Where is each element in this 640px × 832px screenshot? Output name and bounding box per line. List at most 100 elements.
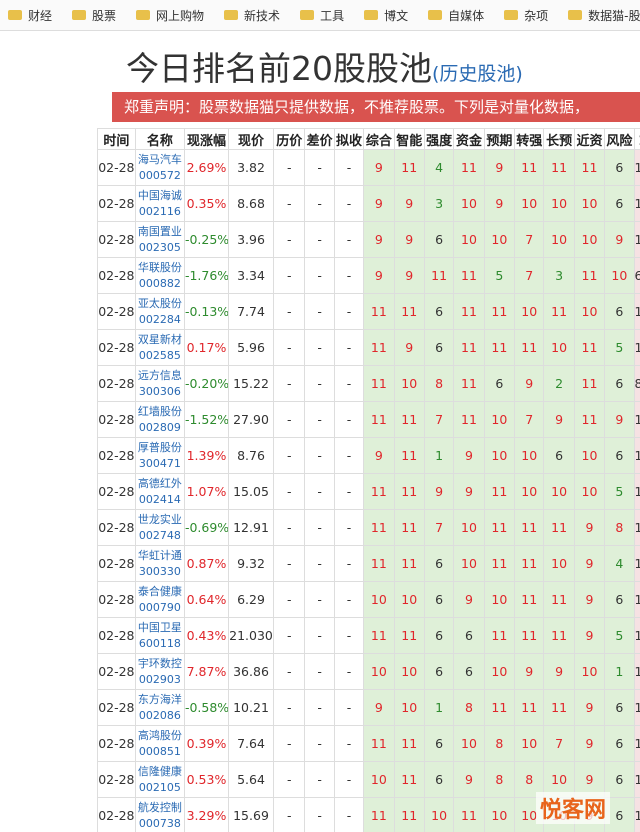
bookmark-label[interactable]: 网上购物 — [156, 8, 205, 23]
score-cell: 5 — [604, 617, 635, 654]
bookmark-label[interactable]: 财经 — [28, 8, 53, 23]
score-cell: 11 — [393, 617, 425, 654]
stock-name[interactable]: 航发控制 — [137, 800, 182, 814]
change-cell: 0.53% — [183, 761, 229, 798]
stock-name[interactable]: 中国卫星 — [137, 620, 182, 634]
bookmark[interactable]: 股票 — [72, 7, 116, 24]
stock-code[interactable]: 000738 — [138, 816, 181, 830]
stock-name[interactable]: 东方海洋 — [137, 692, 182, 706]
value-cell: - — [304, 761, 335, 798]
score-cell: 6 — [604, 185, 635, 222]
bookmark[interactable]: 自媒体 — [428, 7, 484, 24]
value-cell: - — [304, 797, 335, 832]
stock-name[interactable]: 世龙实业 — [137, 512, 182, 526]
bookmark-label[interactable]: 杂项 — [524, 8, 549, 23]
stock-code[interactable]: 002809 — [138, 420, 181, 434]
stock-code[interactable]: 002748 — [138, 528, 181, 542]
stock-code[interactable]: 002284 — [138, 312, 181, 326]
stock-name[interactable]: 厚普股份 — [137, 440, 182, 454]
stock-code[interactable]: 000790 — [138, 600, 181, 614]
gain-cell: 10.8 — [633, 185, 640, 222]
bookmark[interactable]: 新技术 — [224, 7, 280, 24]
stock-code[interactable]: 300330 — [138, 564, 181, 578]
stock-name[interactable]: 宇环数控 — [137, 656, 182, 670]
bookmark[interactable]: 数据猫-股票量化分... — [568, 7, 640, 24]
stock-code[interactable]: 300306 — [138, 384, 181, 398]
score-cell: 11 — [483, 473, 516, 510]
bookmark[interactable]: 博文 — [364, 7, 408, 24]
stock-name[interactable]: 华虹计通 — [137, 548, 182, 562]
score-cell: 10 — [543, 473, 575, 510]
stock-name[interactable]: 信隆健康 — [137, 764, 182, 778]
date-cell: 02-28 — [97, 365, 136, 402]
score-cell: 10 — [573, 293, 606, 330]
bookmark-label[interactable]: 数据猫-股票量化分... — [588, 8, 640, 23]
table-row: 02-28 宇环数控 002903 7.87% 36.86- - -10 10 6 6 10 9 9 10… — [97, 653, 640, 690]
stock-name[interactable]: 海马汽车 — [137, 152, 182, 166]
stock-code[interactable]: 002305 — [138, 240, 181, 254]
score-cell: 9 — [423, 473, 455, 510]
bookmark-label[interactable]: 股票 — [92, 8, 117, 23]
bookmark-label[interactable]: 工具 — [320, 8, 345, 23]
stock-name[interactable]: 双星新材 — [137, 332, 182, 346]
value-cell: 5.96 — [227, 329, 275, 366]
score-cell: 10 — [573, 473, 606, 510]
score-cell: 11 — [363, 797, 395, 832]
score-cell: 6 — [423, 653, 455, 690]
stock-code[interactable]: 300471 — [138, 456, 181, 470]
value-cell: 12.91 — [227, 509, 275, 546]
stock-name[interactable]: 亚太股份 — [137, 296, 182, 310]
value-cell: 3.82 — [227, 149, 275, 186]
stock-name[interactable]: 远方信息 — [137, 368, 182, 382]
stock-code[interactable]: 000882 — [138, 276, 181, 290]
stock-code[interactable]: 002903 — [138, 672, 181, 686]
bookmark-label[interactable]: 博文 — [384, 8, 409, 23]
stock-code[interactable]: 000851 — [138, 744, 181, 758]
score-cell: 11 — [483, 329, 516, 366]
date-cell: 02-28 — [97, 797, 136, 832]
stock-code[interactable]: 002116 — [138, 204, 181, 218]
name-cell: 厚普股份 300471 — [134, 437, 185, 474]
title-text: 今日排名前20股股池 — [126, 49, 432, 88]
stock-code[interactable]: 000572 — [138, 168, 181, 182]
stock-code[interactable]: 002585 — [138, 348, 181, 362]
bookmark[interactable]: 工具 — [300, 7, 344, 24]
bookmark[interactable]: 网上购物 — [136, 7, 204, 24]
gain-cell: 11.0 — [633, 761, 640, 798]
stock-name[interactable]: 中国海诚 — [137, 188, 182, 202]
stock-name[interactable]: 红墙股份 — [137, 404, 182, 418]
change-cell: 1.07% — [183, 473, 229, 510]
stock-name[interactable]: 高鸿股份 — [137, 728, 182, 742]
gain-cell: 12. — [633, 797, 640, 832]
stock-code[interactable]: 002105 — [138, 780, 181, 794]
change-cell: 2.69% — [183, 149, 229, 186]
stock-code[interactable]: 002414 — [138, 492, 181, 506]
gain-cell: 12.3 — [633, 545, 640, 582]
value-cell: - — [333, 185, 365, 222]
bookmark-label[interactable]: 新技术 — [244, 8, 281, 23]
score-cell: 11 — [573, 329, 606, 366]
score-cell: 11 — [514, 581, 545, 618]
name-cell: 亚太股份 002284 — [134, 293, 185, 330]
score-cell: 11 — [514, 149, 545, 186]
score-cell: 9 — [453, 761, 485, 798]
score-cell: 6 — [423, 725, 455, 762]
bookmark[interactable]: 财经 — [8, 7, 52, 24]
stock-name[interactable]: 高德红外 — [137, 476, 182, 490]
value-cell: 15.22 — [227, 365, 275, 402]
score-cell: 9 — [453, 473, 485, 510]
score-cell: 11 — [393, 149, 425, 186]
stock-name[interactable]: 泰合健康 — [137, 584, 182, 598]
score-cell: 11 — [483, 617, 516, 654]
score-cell: 9 — [393, 257, 425, 294]
value-cell: - — [333, 221, 365, 258]
bookmark-label[interactable]: 自媒体 — [448, 8, 485, 23]
history-link[interactable]: (历史股池) — [432, 63, 523, 85]
stock-code[interactable]: 002086 — [138, 708, 181, 722]
value-cell: - — [304, 725, 335, 762]
stock-name[interactable]: 华联股份 — [137, 260, 182, 274]
stock-name[interactable]: 南国置业 — [137, 224, 182, 238]
gain-cell: 11.1 — [633, 725, 640, 762]
stock-code[interactable]: 600118 — [138, 636, 181, 650]
bookmark[interactable]: 杂项 — [504, 7, 548, 24]
